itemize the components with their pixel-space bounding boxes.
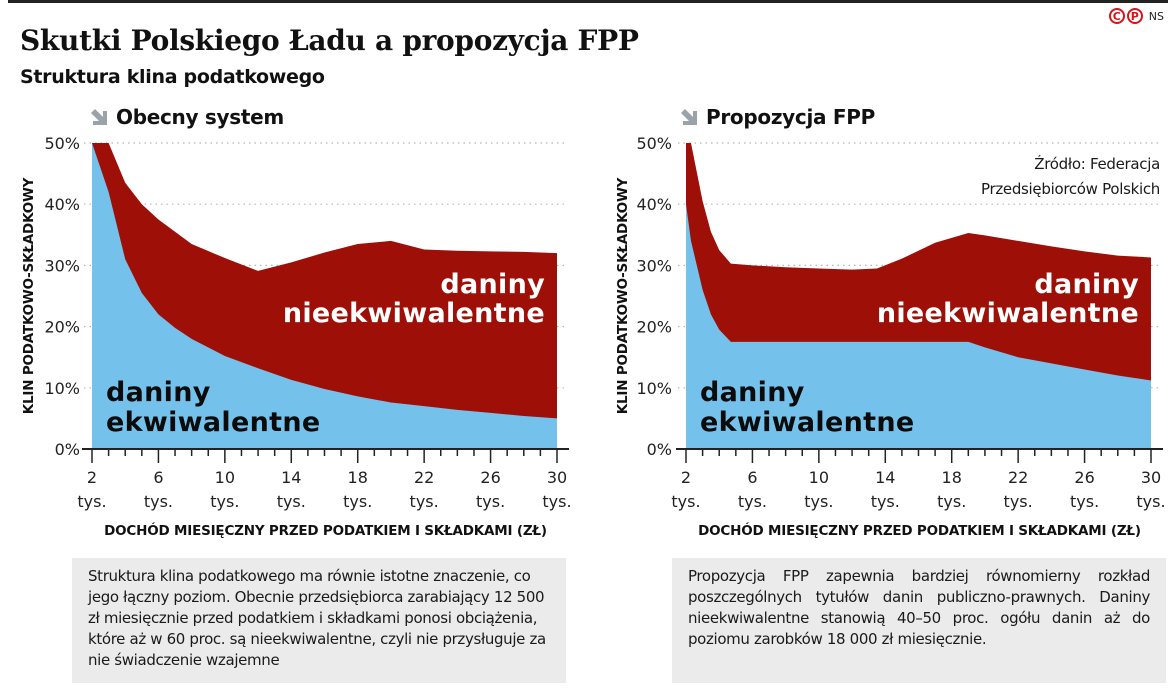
panel-title-current: Obecny system (90, 105, 284, 129)
arrow-down-right-icon (90, 108, 108, 126)
y-tick-label: 30% (636, 256, 672, 275)
label-non-equivalent-line2: nieekwiwalentne (877, 298, 1139, 329)
label-equivalent-line2: ekwiwalentne (700, 407, 914, 438)
phonogram-icon: P (1126, 8, 1143, 24)
x-tick-number: 18 (348, 468, 368, 487)
x-tick-number: 22 (414, 468, 434, 487)
page-title: Skutki Polskiego Ładu a propozycja FPP (20, 24, 639, 57)
x-tick-unit: tys. (77, 492, 106, 511)
x-tick-number: 2 (681, 468, 691, 487)
source-line-1: Źródło: Federacja (1034, 155, 1160, 173)
y-tick-label: 40% (44, 195, 80, 214)
y-tick-label: 20% (636, 318, 672, 337)
label-equivalent-line2: ekwiwalentne (106, 407, 320, 438)
arrow-down-right-icon (681, 109, 697, 125)
x-tick-unit: tys. (277, 492, 306, 511)
x-tick-unit: tys. (210, 492, 239, 511)
x-tick-unit: tys. (1070, 492, 1099, 511)
x-tick-unit: tys. (542, 492, 571, 511)
copyright-icon: C (1108, 8, 1125, 24)
credits: C P NS (1108, 8, 1164, 24)
x-tick-number: 26 (480, 468, 500, 487)
y-tick-label: 0% (55, 440, 80, 459)
y-tick-label: 30% (44, 256, 80, 275)
top-rule (8, 0, 1168, 3)
panel-title-fpp: Propozycja FPP (680, 105, 875, 129)
x-tick-unit: tys. (410, 492, 439, 511)
label-non-equivalent-line1: daniny (1034, 269, 1139, 300)
x-tick-number: 10 (809, 468, 829, 487)
x-tick-unit: tys. (343, 492, 372, 511)
caption-fpp: Propozycja FPP zapewnia bardziej równomi… (672, 558, 1166, 683)
y-tick-label: 10% (44, 379, 80, 398)
y-axis-title: KLIN PODATKOWO-SKŁADKOWY (21, 177, 37, 414)
x-tick-number: 10 (215, 468, 235, 487)
x-tick-number: 2 (87, 468, 97, 487)
y-tick-label: 10% (636, 379, 672, 398)
label-equivalent-line1: daniny (106, 377, 211, 408)
x-tick-number: 6 (153, 468, 163, 487)
x-tick-unit: tys. (144, 492, 173, 511)
label-non-equivalent-line2: nieekwiwalentne (283, 298, 545, 329)
y-tick-label: 50% (44, 134, 80, 153)
source-note: Źródło: Federacja Przedsiębiorców Polski… (900, 152, 1160, 202)
x-tick-unit: tys. (804, 492, 833, 511)
x-tick-unit: tys. (871, 492, 900, 511)
x-tick-unit: tys. (937, 492, 966, 511)
x-tick-number: 30 (547, 468, 567, 487)
x-tick-number: 26 (1074, 468, 1094, 487)
label-non-equivalent-line1: daniny (440, 269, 545, 300)
x-tick-number: 14 (281, 468, 301, 487)
author-initials: NS (1148, 9, 1164, 23)
x-tick-number: 18 (942, 468, 962, 487)
x-tick-unit: tys. (1004, 492, 1033, 511)
y-tick-label: 50% (636, 134, 672, 153)
x-tick-unit: tys. (476, 492, 505, 511)
source-line-2: Przedsiębiorców Polskich (980, 180, 1160, 198)
y-tick-label: 40% (636, 195, 672, 214)
caption-current: Struktura klina podatkowego ma równie is… (72, 558, 566, 683)
label-equivalent-line1: daniny (700, 377, 805, 408)
x-tick-number: 22 (1008, 468, 1028, 487)
x-tick-number: 14 (875, 468, 895, 487)
y-tick-label: 0% (647, 440, 672, 459)
x-axis-title: DOCHÓD MIESIĘCZNY PRZED PODATKIEM I SKŁA… (104, 521, 547, 539)
y-tick-label: 20% (44, 318, 80, 337)
panel-title-label: Propozycja FPP (706, 105, 875, 129)
x-tick-unit: tys. (671, 492, 700, 511)
area-equivalent (92, 143, 557, 449)
page-subtitle: Struktura klina podatkowego (20, 66, 325, 88)
panel-title-label: Obecny system (116, 105, 284, 129)
x-tick-number: 30 (1141, 468, 1161, 487)
x-tick-number: 6 (747, 468, 757, 487)
x-axis-title: DOCHÓD MIESIĘCZNY PRZED PODATKIEM I SKŁA… (698, 521, 1141, 539)
area-equivalent (686, 204, 1151, 449)
x-tick-unit: tys. (1136, 492, 1165, 511)
y-axis-title: KLIN PODATKOWO-SKŁADKOWY (615, 177, 631, 414)
x-tick-unit: tys. (738, 492, 767, 511)
